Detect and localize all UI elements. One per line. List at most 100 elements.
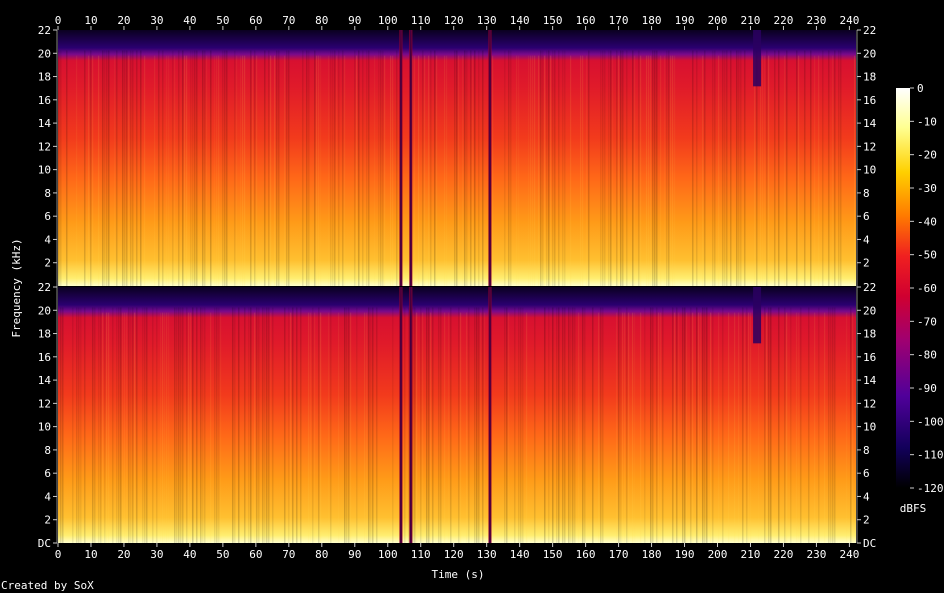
texture-streak (650, 307, 652, 543)
y-tick-label-left: 18 (38, 328, 51, 341)
x-tick-label-bottom: 30 (150, 548, 163, 561)
x-tick-label-top: 80 (315, 14, 328, 27)
texture-streak (162, 312, 164, 543)
texture-streak (746, 307, 748, 543)
texture-streak (344, 307, 346, 543)
x-tick-label-bottom: 130 (477, 548, 497, 561)
texture-streak (698, 312, 700, 543)
texture-streak (518, 55, 520, 286)
texture-streak (586, 55, 588, 286)
texture-streak (90, 50, 92, 287)
texture-streak (224, 50, 226, 287)
texture-streak (538, 55, 540, 286)
texture-streak (272, 307, 274, 543)
texture-streak (126, 312, 128, 543)
texture-streak (706, 307, 708, 543)
texture-streak (98, 307, 100, 543)
texture-streak (638, 50, 640, 287)
x-tick-label-bottom: 90 (348, 548, 361, 561)
texture-streak (160, 312, 162, 543)
texture-streak (796, 50, 798, 287)
texture-streak (314, 50, 316, 287)
texture-streak (584, 307, 586, 543)
texture-streak (692, 50, 694, 287)
y-tick-label-right: 20 (863, 47, 876, 60)
texture-streak (318, 55, 320, 286)
y-tick-label-right: 22 (863, 281, 876, 294)
texture-streak (832, 307, 834, 543)
texture-streak (124, 50, 126, 287)
colorbar-tick-label: -90 (917, 382, 937, 395)
texture-streak (662, 307, 664, 543)
texture-streak (190, 312, 192, 543)
texture-streak (250, 307, 252, 543)
texture-streak (142, 307, 144, 543)
texture-streak (244, 55, 246, 286)
texture-streak (318, 307, 320, 543)
texture-streak (514, 307, 516, 543)
y-tick-label-left: 22 (38, 24, 51, 37)
y-tick-label-right: 20 (863, 304, 876, 317)
texture-streak (748, 312, 750, 543)
colorbar-tick-label: -40 (917, 215, 937, 228)
texture-streak (288, 307, 290, 543)
x-tick-label-bottom: 230 (806, 548, 826, 561)
texture-streak (102, 50, 104, 287)
y-tick-label-right: 12 (863, 397, 876, 410)
texture-streak (256, 55, 258, 286)
texture-streak (478, 50, 480, 287)
texture-streak (60, 307, 62, 543)
texture-streak (144, 307, 146, 543)
texture-streak (558, 50, 560, 287)
y-tick-label-right: 4 (863, 490, 870, 503)
texture-streak (62, 307, 64, 543)
texture-streak (430, 50, 432, 287)
texture-streak (152, 307, 154, 543)
texture-streak (122, 312, 124, 543)
y-tick-label-left: 8 (44, 444, 51, 457)
texture-streak (814, 55, 816, 286)
texture-streak (392, 307, 394, 543)
texture-streak (314, 312, 316, 543)
texture-streak (818, 307, 820, 543)
y-tick-label-left: 4 (44, 233, 51, 246)
x-tick-label-top: 90 (348, 14, 361, 27)
texture-streak (528, 55, 530, 286)
texture-streak (320, 55, 322, 286)
y-tick-label-left: 20 (38, 304, 51, 317)
texture-streak (644, 307, 646, 543)
texture-streak (738, 312, 740, 543)
texture-streak (466, 50, 468, 287)
texture-streak (216, 307, 218, 543)
texture-streak (646, 55, 648, 286)
texture-streak (570, 307, 572, 543)
texture-streak (678, 312, 680, 543)
texture-streak (516, 55, 518, 286)
texture-streak (120, 307, 122, 543)
texture-streak (338, 312, 340, 543)
y-tick-label-left: DC (38, 537, 51, 550)
texture-streak (822, 50, 824, 287)
sox-credit: Created by SoX (1, 579, 94, 592)
texture-streak (380, 50, 382, 287)
texture-streak (176, 307, 178, 543)
y-tick-label-left: 12 (38, 397, 51, 410)
texture-streak (824, 312, 826, 543)
texture-streak (656, 50, 658, 287)
texture-streak (830, 307, 832, 543)
y-tick-label-right: 14 (863, 117, 877, 130)
texture-streak (786, 312, 788, 543)
texture-streak (226, 50, 228, 287)
texture-streak (534, 55, 536, 286)
texture-streak (356, 55, 358, 286)
texture-streak (122, 50, 124, 287)
x-tick-label-top: 180 (642, 14, 662, 27)
texture-streak (622, 50, 624, 287)
texture-streak (564, 307, 566, 543)
texture-streak (448, 312, 450, 543)
texture-streak (704, 50, 706, 287)
texture-streak (374, 55, 376, 286)
x-tick-label-top: 190 (675, 14, 695, 27)
texture-streak (478, 307, 480, 543)
texture-streak (548, 307, 550, 543)
